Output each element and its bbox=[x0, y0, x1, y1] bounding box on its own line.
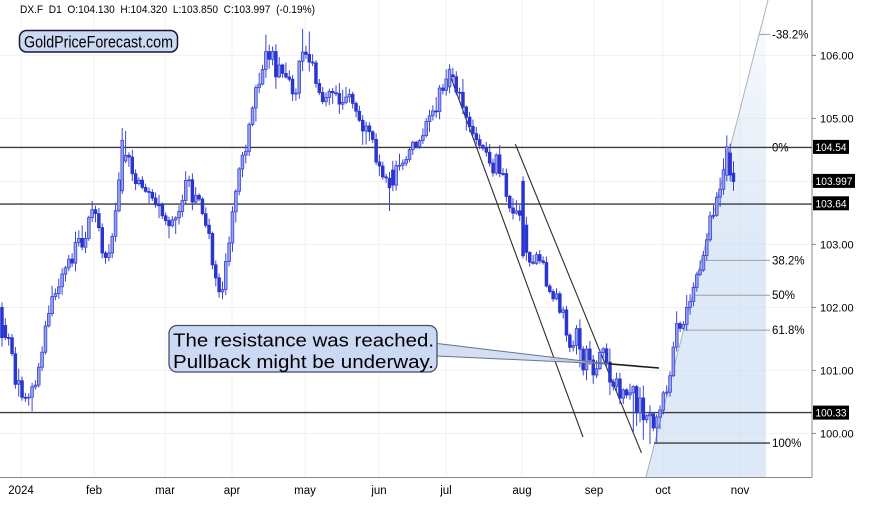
svg-text:2024: 2024 bbox=[8, 485, 34, 497]
svg-text:106.00: 106.00 bbox=[820, 50, 854, 62]
svg-text:38.2%: 38.2% bbox=[772, 255, 805, 267]
svg-text:103.997: 103.997 bbox=[816, 176, 853, 188]
svg-text:50%: 50% bbox=[772, 290, 795, 302]
svg-text:100%: 100% bbox=[772, 438, 801, 450]
svg-text:jun: jun bbox=[370, 485, 386, 497]
svg-text:feb: feb bbox=[86, 485, 102, 497]
svg-text:102.00: 102.00 bbox=[820, 302, 854, 314]
svg-text:oct: oct bbox=[655, 485, 671, 497]
svg-text:sep: sep bbox=[585, 485, 604, 497]
svg-text:103.64: 103.64 bbox=[816, 198, 847, 210]
svg-text:103.00: 103.00 bbox=[820, 239, 854, 251]
svg-text:may: may bbox=[294, 485, 316, 497]
svg-text:Pullback might be underway.: Pullback might be underway. bbox=[173, 351, 434, 372]
svg-text:100.00: 100.00 bbox=[820, 428, 854, 440]
svg-text:GoldPriceForecast.com: GoldPriceForecast.com bbox=[24, 32, 173, 51]
svg-text:nov: nov bbox=[731, 485, 750, 497]
svg-text:DX.F D1 O:104.130 H:104.320: DX.F D1 O:104.130 H:104.320 L:103.850 C:… bbox=[20, 4, 315, 16]
svg-text:aug: aug bbox=[512, 485, 531, 497]
svg-text:jul: jul bbox=[439, 485, 452, 497]
svg-text:mar: mar bbox=[155, 485, 175, 497]
svg-text:The resistance was reached.: The resistance was reached. bbox=[173, 329, 434, 350]
svg-text:-38.2%: -38.2% bbox=[772, 29, 808, 41]
svg-text:105.00: 105.00 bbox=[820, 113, 854, 125]
svg-text:apr: apr bbox=[224, 485, 241, 497]
svg-text:0%: 0% bbox=[772, 142, 789, 154]
svg-text:61.8%: 61.8% bbox=[772, 325, 805, 337]
svg-text:100.33: 100.33 bbox=[816, 408, 847, 420]
svg-text:104.54: 104.54 bbox=[816, 142, 847, 154]
svg-text:101.00: 101.00 bbox=[820, 365, 854, 377]
